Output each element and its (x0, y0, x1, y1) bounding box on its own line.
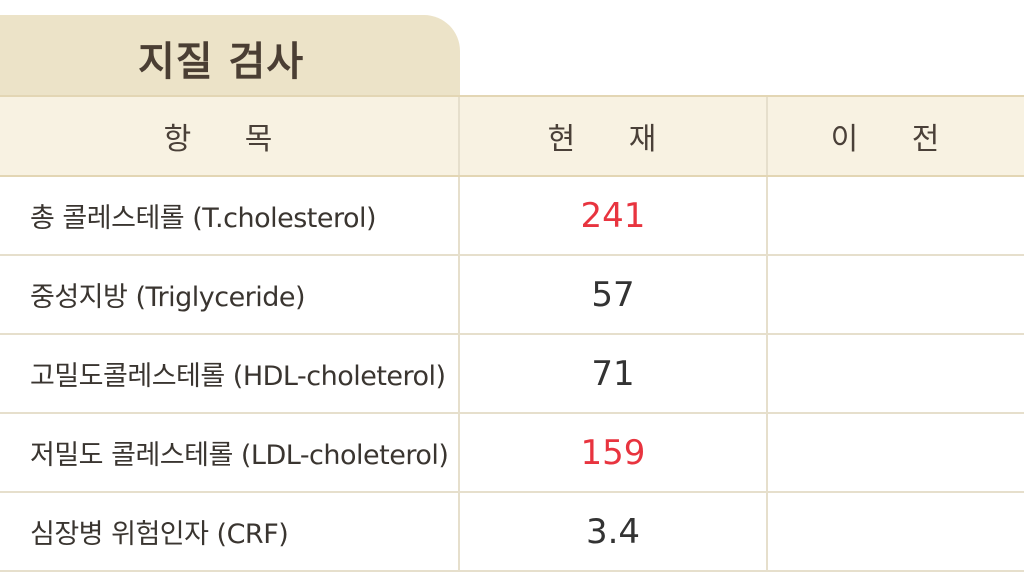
current-value: 3.4 (585, 511, 641, 552)
lipid-test-table: 항 목 현 재 이 전 총 콜레스테롤 (T.cholesterol) 241 … (0, 95, 1024, 572)
header-current-label: 현 재 (547, 122, 679, 157)
header-previous: 이 전 (768, 97, 1024, 175)
item-cell: 심장병 위험인자 (CRF) (0, 493, 460, 570)
current-cell: 57 (460, 256, 768, 333)
section-title-tab: 지질 검사 (0, 15, 460, 95)
current-value: 159 (580, 432, 646, 473)
header-item: 항 목 (0, 97, 460, 175)
header-current: 현 재 (460, 97, 768, 175)
table-row: 중성지방 (Triglyceride) 57 (0, 256, 1024, 335)
table-row: 고밀도콜레스테롤 (HDL-choleterol) 71 (0, 335, 1024, 414)
current-value: 241 (580, 195, 646, 236)
item-label: 고밀도콜레스테롤 (HDL-choleterol) (30, 361, 446, 392)
current-value: 71 (591, 353, 635, 394)
item-label: 심장병 위험인자 (CRF) (30, 519, 289, 550)
previous-cell (768, 493, 1024, 570)
previous-cell (768, 256, 1024, 333)
header-previous-label: 이 전 (830, 122, 962, 157)
current-cell: 159 (460, 414, 768, 491)
item-cell: 저밀도 콜레스테롤 (LDL-choleterol) (0, 414, 460, 491)
table-row: 심장병 위험인자 (CRF) 3.4 (0, 493, 1024, 572)
header-item-label: 항 목 (163, 122, 295, 157)
previous-cell (768, 335, 1024, 412)
current-cell: 71 (460, 335, 768, 412)
item-label: 총 콜레스테롤 (T.cholesterol) (30, 203, 377, 234)
item-label: 저밀도 콜레스테롤 (LDL-choleterol) (30, 440, 449, 471)
current-cell: 3.4 (460, 493, 768, 570)
item-cell: 총 콜레스테롤 (T.cholesterol) (0, 177, 460, 254)
item-cell: 고밀도콜레스테롤 (HDL-choleterol) (0, 335, 460, 412)
current-value: 57 (591, 274, 635, 315)
item-label: 중성지방 (Triglyceride) (30, 282, 306, 313)
item-cell: 중성지방 (Triglyceride) (0, 256, 460, 333)
table-row: 저밀도 콜레스테롤 (LDL-choleterol) 159 (0, 414, 1024, 493)
previous-cell (768, 177, 1024, 254)
page-title: 지질 검사 (138, 39, 305, 85)
table-header-row: 항 목 현 재 이 전 (0, 95, 1024, 177)
table-row: 총 콜레스테롤 (T.cholesterol) 241 (0, 177, 1024, 256)
previous-cell (768, 414, 1024, 491)
current-cell: 241 (460, 177, 768, 254)
